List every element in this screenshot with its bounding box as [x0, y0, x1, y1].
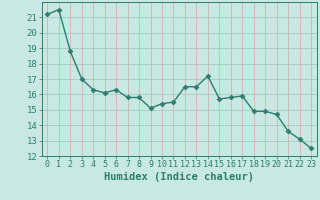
X-axis label: Humidex (Indice chaleur): Humidex (Indice chaleur) [104, 172, 254, 182]
